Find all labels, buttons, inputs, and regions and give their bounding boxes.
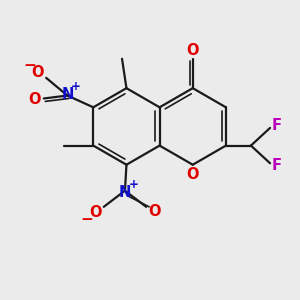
Text: N: N	[119, 184, 131, 200]
Text: +: +	[70, 80, 80, 94]
Text: O: O	[148, 204, 161, 219]
Text: O: O	[29, 92, 41, 107]
Text: −: −	[24, 58, 36, 73]
Text: O: O	[89, 205, 102, 220]
Text: O: O	[187, 167, 199, 182]
Text: O: O	[32, 65, 44, 80]
Text: +: +	[128, 178, 138, 191]
Text: O: O	[187, 43, 199, 58]
Text: F: F	[272, 118, 281, 133]
Text: F: F	[272, 158, 281, 173]
Text: −: −	[80, 212, 93, 227]
Text: N: N	[61, 87, 74, 102]
